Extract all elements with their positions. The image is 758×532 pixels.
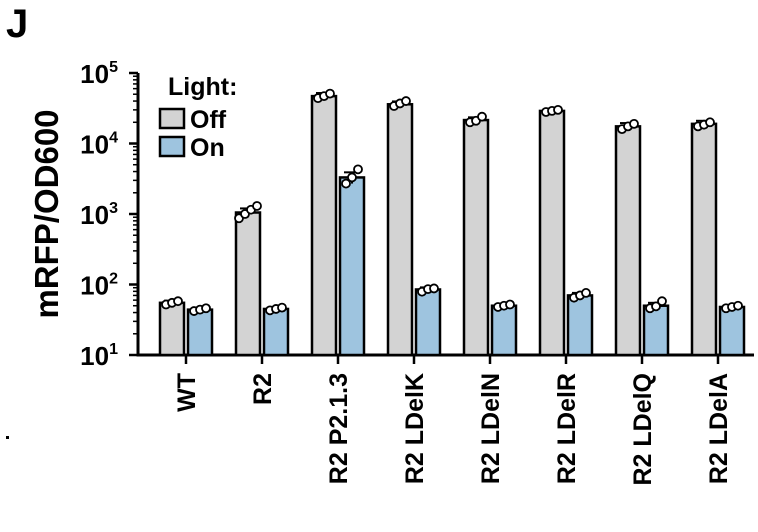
off-bar	[614, 125, 642, 357]
off-bar	[690, 122, 718, 357]
legend-label-off: Off	[190, 106, 227, 134]
replicate-point	[173, 296, 183, 307]
y-tick-label: 104	[80, 130, 118, 160]
off-bar	[234, 211, 262, 357]
replicate-point	[353, 164, 363, 175]
on-bar	[414, 288, 442, 357]
replicate-point	[705, 117, 715, 128]
replicate-point	[341, 178, 351, 189]
legend-swatch-off	[158, 107, 186, 130]
replicate-point	[429, 283, 439, 294]
replicate-point	[277, 302, 287, 313]
on-bar	[262, 307, 290, 357]
x-tick-label: R2 P2.1.3	[325, 373, 353, 484]
x-tick-label: WT	[173, 373, 201, 412]
y-tick-base: 10	[80, 341, 109, 371]
replicate-point	[477, 111, 487, 122]
replicate-point	[553, 104, 563, 115]
x-tick-label: R2 LDelN	[477, 373, 505, 484]
replicate-point	[651, 301, 661, 312]
y-tick-exponent: 3	[109, 200, 118, 217]
off-bar	[386, 103, 414, 357]
on-bar	[642, 304, 670, 357]
legend-title: Light:	[168, 73, 237, 101]
stray-mark	[6, 436, 9, 439]
x-tick-label: R2 LDelR	[553, 373, 581, 484]
y-tick-label: 102	[80, 271, 118, 301]
replicate-point	[505, 299, 515, 310]
off-bar	[158, 301, 186, 357]
replicate-point	[347, 172, 357, 183]
on-bar	[338, 176, 366, 357]
legend-swatch-on	[158, 135, 186, 158]
replicate-point	[733, 300, 743, 311]
y-tick-base: 10	[80, 130, 109, 160]
y-tick-base: 10	[80, 271, 109, 301]
x-tick-label: R2 LDelQ	[629, 373, 657, 486]
y-tick-base: 10	[80, 59, 109, 89]
y-tick-exponent: 1	[109, 341, 118, 358]
replicate-point	[581, 288, 591, 298]
y-tick-exponent: 5	[109, 59, 118, 76]
replicate-point	[657, 296, 667, 307]
off-bar	[310, 94, 338, 357]
on-bar	[566, 294, 594, 357]
x-tick-label: R2	[249, 373, 277, 405]
panel-label: J	[6, 2, 29, 46]
off-bar	[462, 118, 490, 357]
y-axis-label: mRFP/OD600	[28, 109, 65, 318]
y-tick-label: 105	[80, 59, 118, 89]
replicate-point	[401, 96, 411, 106]
x-tick-label: R2 LDelK	[401, 373, 429, 484]
legend-label-on: On	[190, 134, 225, 162]
x-tick-label: R2 LDelA	[705, 373, 733, 484]
off-bar	[538, 109, 566, 357]
on-bar	[718, 305, 746, 357]
y-tick-label: 101	[80, 341, 118, 371]
replicate-point	[325, 88, 335, 99]
on-bar	[490, 304, 518, 357]
y-tick-label: 103	[80, 200, 118, 230]
y-tick-exponent: 2	[109, 271, 118, 288]
replicate-point	[629, 118, 639, 129]
y-tick-exponent: 4	[109, 130, 118, 147]
replicate-point	[252, 201, 262, 211]
y-tick-base: 10	[80, 200, 109, 230]
replicate-point	[201, 303, 211, 314]
on-bar	[186, 308, 214, 357]
